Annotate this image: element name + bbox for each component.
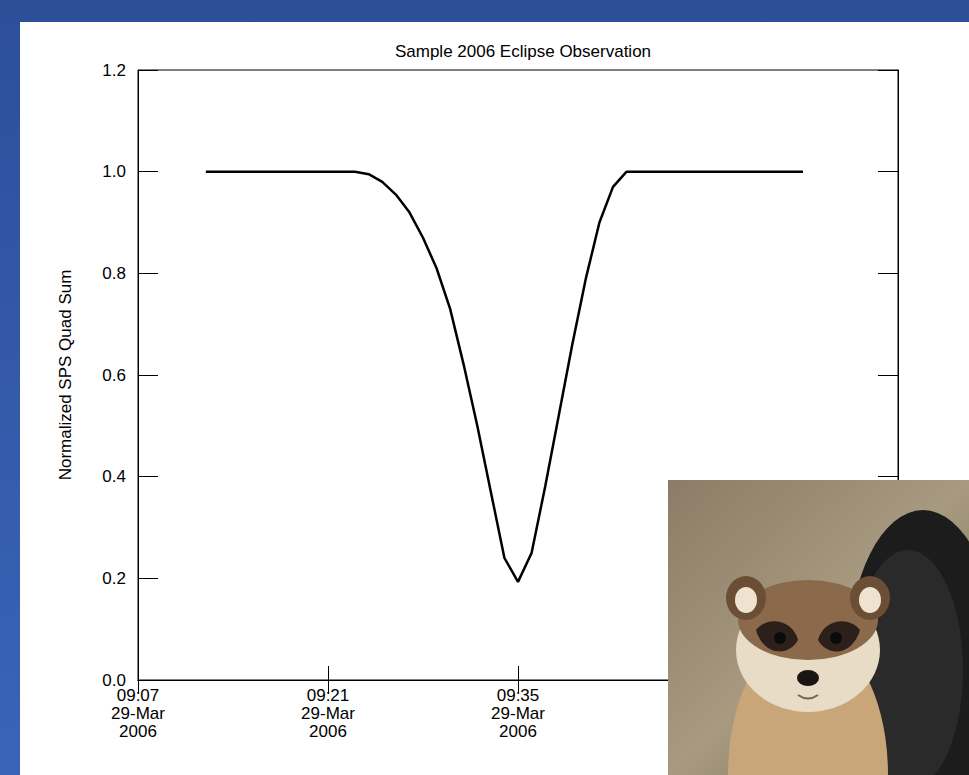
svg-text:0.4: 0.4 (102, 467, 126, 486)
svg-text:1.0: 1.0 (102, 162, 126, 181)
svg-text:2006: 2006 (119, 722, 157, 741)
svg-text:Sample 2006 Eclipse Observatio: Sample 2006 Eclipse Observation (395, 42, 651, 61)
svg-text:0.0: 0.0 (102, 670, 126, 690)
svg-text:0.6: 0.6 (102, 366, 126, 385)
svg-text:29-Mar: 29-Mar (301, 704, 355, 723)
svg-text:0.2: 0.2 (102, 569, 126, 588)
svg-text:2006: 2006 (309, 722, 347, 741)
svg-text:29-Mar: 29-Mar (111, 704, 165, 723)
svg-text:09:35: 09:35 (497, 686, 540, 705)
svg-text:09:07: 09:07 (117, 686, 160, 705)
svg-text:Normalized SPS Quad Sum: Normalized SPS Quad Sum (56, 270, 75, 481)
svg-text:09:21: 09:21 (307, 686, 350, 705)
svg-text:29-Mar: 29-Mar (491, 704, 545, 723)
svg-text:1.2: 1.2 (102, 61, 126, 80)
svg-text:0.8: 0.8 (102, 264, 126, 283)
svg-text:2006: 2006 (499, 722, 537, 741)
